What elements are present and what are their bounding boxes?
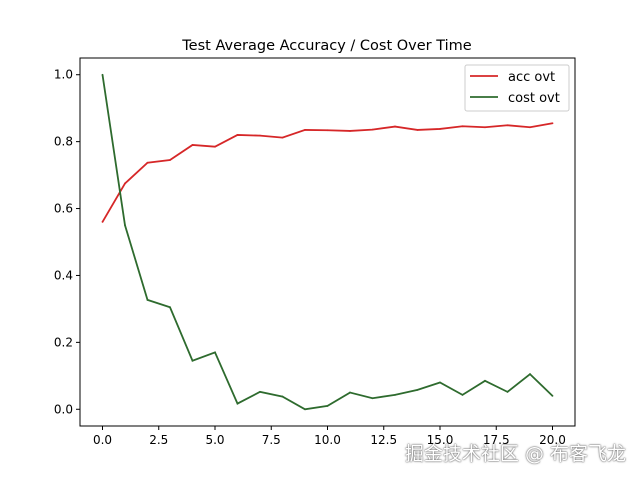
legend-label-acc: acc ovt	[508, 70, 555, 85]
data-point	[551, 122, 554, 125]
data-point	[461, 393, 464, 396]
chart-title: Test Average Accuracy / Cost Over Time	[181, 38, 472, 54]
plot-area	[79, 57, 576, 427]
data-point	[529, 126, 531, 129]
data-point	[146, 298, 149, 301]
data-point	[506, 124, 509, 127]
data-point	[191, 359, 194, 362]
data-point	[484, 379, 486, 382]
series-line-cost-ovt	[101, 74, 554, 411]
data-point	[259, 390, 261, 393]
data-point	[124, 182, 126, 185]
x-tick-label: 12.5	[370, 433, 397, 447]
watermark: 掘金技术社区 @ 布客飞龙	[404, 443, 626, 465]
data-point	[326, 129, 329, 132]
x-tick-label: 17.5	[483, 433, 510, 447]
data-point	[281, 395, 284, 398]
data-point	[191, 144, 194, 146]
data-point	[169, 159, 171, 161]
data-point	[304, 408, 306, 411]
x-tick-label: 7.5	[262, 433, 281, 447]
data-point	[326, 405, 329, 407]
data-point	[214, 145, 216, 148]
y-tick-label: 1.0	[54, 68, 73, 82]
data-point	[439, 381, 441, 384]
data-point	[506, 390, 509, 393]
data-point	[349, 391, 351, 394]
data-point	[416, 388, 419, 391]
x-tick-label: 15.0	[427, 433, 454, 447]
x-tick-label: 5.0	[205, 433, 224, 447]
data-point	[124, 224, 126, 227]
data-point	[551, 394, 554, 397]
x-tick-label: 20.0	[539, 433, 566, 447]
data-point	[394, 393, 396, 396]
data-point	[259, 134, 261, 137]
y-tick-label: 0.4	[54, 268, 73, 282]
data-point	[281, 136, 284, 139]
data-point	[214, 351, 216, 354]
data-point	[236, 402, 239, 405]
data-point	[394, 125, 396, 128]
data-point	[101, 73, 104, 76]
data-point	[371, 397, 374, 400]
x-tick-label: 10.0	[314, 433, 341, 447]
data-point	[416, 129, 419, 131]
data-point	[439, 128, 441, 130]
legend: acc ovt cost ovt	[464, 64, 570, 112]
y-tick-label: 0.8	[54, 135, 73, 149]
data-point	[484, 126, 486, 129]
data-point	[461, 125, 464, 128]
series-line-acc-ovt	[101, 122, 553, 223]
data-point	[349, 130, 351, 132]
y-tick-label: 0.6	[54, 202, 73, 216]
data-point	[529, 373, 531, 376]
y-tick-label: 0.0	[54, 402, 73, 416]
legend-label-cost: cost ovt	[508, 91, 560, 106]
data-point	[236, 134, 239, 136]
data-point	[169, 306, 171, 309]
data-point	[101, 221, 104, 223]
data-point	[146, 161, 149, 164]
data-point	[371, 128, 374, 131]
data-point	[304, 129, 306, 131]
y-tick-label: 0.2	[54, 335, 73, 349]
x-tick-label: 2.5	[149, 433, 168, 447]
x-tick-label: 0.0	[93, 433, 112, 447]
